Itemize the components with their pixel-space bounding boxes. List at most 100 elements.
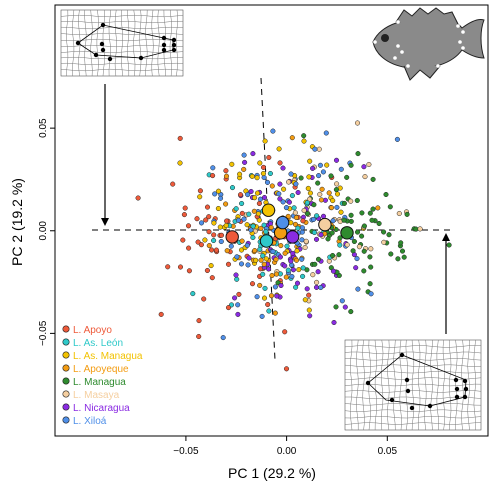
point-l-masaya <box>356 244 362 250</box>
point-l-apoyeque <box>269 272 275 279</box>
x-axis-title: PC 1 (29.2 %) <box>228 465 316 481</box>
point-l-apoyo <box>186 245 192 251</box>
point-l-apoyeque <box>251 208 257 214</box>
legend-marker <box>62 416 70 424</box>
point-l-apoyo <box>209 275 215 281</box>
point-l-as-managua <box>307 158 313 164</box>
point-l-managua <box>348 218 354 224</box>
point-l-apoyeque <box>258 225 264 231</box>
point-l-xilo- <box>254 294 260 300</box>
point-l-nicaragua <box>295 189 301 196</box>
point-l-as-managua <box>305 185 311 191</box>
point-l-managua <box>351 238 357 245</box>
point-l-as-managua <box>306 307 312 313</box>
point-l-apoyeque <box>293 257 300 263</box>
point-l-apoyo <box>186 268 192 274</box>
point-l-masaya <box>334 181 340 187</box>
y-axis-title: PC 2 (19.2 %) <box>9 178 25 266</box>
legend-label: L. Nicaragua <box>73 403 130 414</box>
point-l-managua <box>354 229 361 235</box>
point-l-nicaragua <box>288 258 294 264</box>
point-l-apoyo <box>206 229 212 235</box>
point-l-managua <box>370 206 376 212</box>
point-l-masaya <box>354 120 361 126</box>
point-l-managua <box>350 248 356 254</box>
point-l-masaya <box>314 279 320 285</box>
point-l-masaya <box>301 207 307 214</box>
legend-label: L. Xiloá <box>73 416 107 427</box>
legend-label: L. Masaya <box>73 390 120 401</box>
point-l-as-le-n <box>337 242 343 248</box>
point-l-xilo- <box>244 242 250 248</box>
point-l-as-managua <box>296 267 302 273</box>
point-l-as-le-n <box>190 291 196 297</box>
point-l-xilo- <box>368 291 374 297</box>
point-l-managua <box>337 235 343 241</box>
point-l-apoyo <box>198 242 204 248</box>
point-l-as-managua <box>302 297 308 303</box>
point-l-apoyeque <box>285 213 291 219</box>
point-l-as-le-n <box>263 229 269 235</box>
point-l-managua <box>395 256 401 262</box>
point-l-as-managua <box>254 175 260 181</box>
point-l-xilo- <box>334 204 340 210</box>
point-l-as-managua <box>261 295 268 301</box>
fish-icon <box>372 7 485 81</box>
point-l-as-le-n <box>295 225 301 231</box>
point-l-as-managua <box>215 188 222 194</box>
point-l-xilo- <box>276 191 282 197</box>
deformation-grid-positive-pc2 <box>344 339 482 431</box>
point-l-nicaragua <box>246 255 252 261</box>
point-l-managua <box>381 229 387 235</box>
point-l-apoyo <box>204 267 210 274</box>
point-l-apoyo <box>185 223 192 229</box>
point-l-masaya <box>303 238 309 244</box>
point-l-as-le-n <box>266 308 272 314</box>
point-l-managua <box>387 204 393 210</box>
point-l-as-managua <box>338 209 344 215</box>
x-tick-label: −0.05 <box>173 446 199 457</box>
point-l-xilo- <box>318 284 324 291</box>
point-l-managua <box>376 220 382 227</box>
legend-marker <box>62 351 70 359</box>
point-l-as-managua <box>217 224 223 230</box>
point-l-xilo- <box>312 146 318 152</box>
legend-label: L. Managua <box>73 377 126 388</box>
point-l-nicaragua <box>330 268 337 274</box>
point-l-as-le-n <box>300 273 306 279</box>
point-l-xilo- <box>217 195 224 201</box>
point-l-nicaragua <box>294 280 301 286</box>
point-l-nicaragua <box>290 250 296 256</box>
point-l-nicaragua <box>318 232 324 238</box>
point-l-xilo- <box>330 218 336 224</box>
legend-label: L. As. Managua <box>73 351 143 362</box>
point-l-as-managua <box>324 162 330 168</box>
point-l-managua <box>315 256 322 262</box>
point-l-apoyo <box>260 164 267 170</box>
point-l-as-le-n <box>239 200 245 207</box>
point-l-xilo- <box>299 237 305 243</box>
point-l-xilo- <box>311 216 317 222</box>
point-l-nicaragua <box>277 181 283 187</box>
x-tick-label: 0.00 <box>277 446 297 457</box>
point-l-xilo- <box>289 273 295 280</box>
point-l-as-managua <box>252 195 258 201</box>
point-l-managua <box>386 232 392 238</box>
point-l-managua <box>404 211 410 217</box>
point-l-apoyeque <box>269 183 275 189</box>
point-l-masaya <box>316 146 322 152</box>
point-l-masaya <box>307 196 313 202</box>
legend-label: L. Apoyo <box>73 325 112 336</box>
point-l-apoyeque <box>326 190 332 196</box>
point-l-as-le-n <box>260 271 266 277</box>
centroid-l-apoyo <box>225 230 239 244</box>
point-l-apoyo <box>211 232 217 238</box>
point-l-apoyo <box>282 329 288 335</box>
point-l-managua <box>336 252 342 258</box>
point-l-xilo- <box>220 335 226 341</box>
point-l-apoyeque <box>241 166 247 172</box>
point-l-as-managua <box>330 198 336 204</box>
point-l-as-le-n <box>250 223 256 229</box>
y-tick-label: 0.00 <box>38 221 49 241</box>
point-l-nicaragua <box>233 272 239 278</box>
